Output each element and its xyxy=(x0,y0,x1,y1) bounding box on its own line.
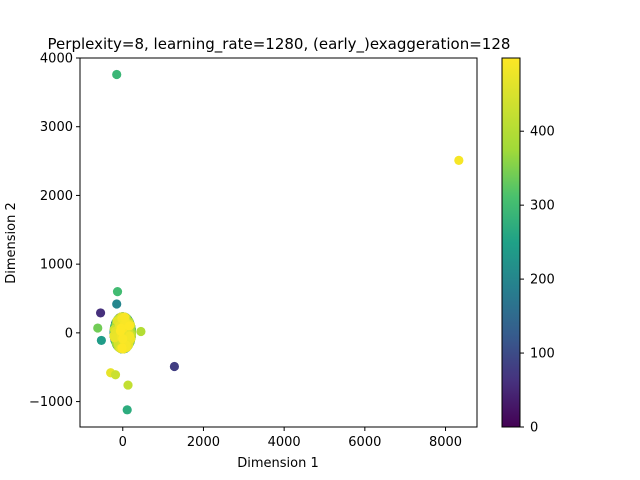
x-tick-label: 2000 xyxy=(187,435,220,450)
colorbar-tick-label: 200 xyxy=(530,273,555,288)
scatter-point-outlier xyxy=(110,370,121,380)
y-tick-label: 2000 xyxy=(40,189,73,204)
colorbar-tick-label: 100 xyxy=(530,347,555,362)
y-axis-label: Dimension 2 xyxy=(4,202,19,284)
chart-title: Perplexity=8, learning_rate=1280, (early… xyxy=(48,35,511,54)
y-axis-ticks: −1000 0 1000 2000 3000 4000 xyxy=(29,52,80,410)
x-tick-label: 4000 xyxy=(268,435,301,450)
scatter-point-outlier xyxy=(169,361,180,372)
x-tick-label: 8000 xyxy=(429,435,462,450)
scatter-point-outlier xyxy=(136,326,146,337)
scatter-point xyxy=(118,334,128,344)
x-tick-label: 6000 xyxy=(348,435,381,450)
scatter-point-outlier xyxy=(96,335,106,346)
x-tick-label: 0 xyxy=(119,435,127,450)
scatter-point-outlier xyxy=(112,299,122,309)
scatter-point-outlier xyxy=(93,323,103,333)
colorbar-tick-label: 400 xyxy=(530,125,555,140)
scatter-point xyxy=(119,312,130,322)
colorbar-tick-label: 300 xyxy=(530,199,555,214)
colorbar-tick-label: 0 xyxy=(530,421,538,436)
x-axis-ticks: 0 2000 4000 6000 8000 xyxy=(119,427,462,450)
y-tick-label: −1000 xyxy=(29,395,73,410)
x-axis-label: Dimension 1 xyxy=(237,456,319,471)
scatter-point-outlier xyxy=(95,308,106,318)
scatter-point-outlier xyxy=(112,69,122,80)
scatter-point-outlier xyxy=(112,287,123,297)
y-tick-label: 1000 xyxy=(40,258,73,273)
scatter-point-outlier xyxy=(123,380,133,390)
colorbar-ticks: 0 100 200 300 400 xyxy=(520,125,555,436)
colorbar xyxy=(501,57,521,428)
y-tick-label: 0 xyxy=(65,326,73,341)
scatter-point xyxy=(124,321,135,331)
scatter-points xyxy=(93,69,464,415)
scatter-point xyxy=(117,343,127,353)
y-tick-label: 3000 xyxy=(40,120,73,135)
scatter-point xyxy=(115,326,126,336)
scatter-point-outlier xyxy=(122,405,132,415)
y-tick-label: 4000 xyxy=(40,52,73,67)
scatter-point-outlier xyxy=(454,155,464,165)
plot-frame xyxy=(79,57,478,428)
